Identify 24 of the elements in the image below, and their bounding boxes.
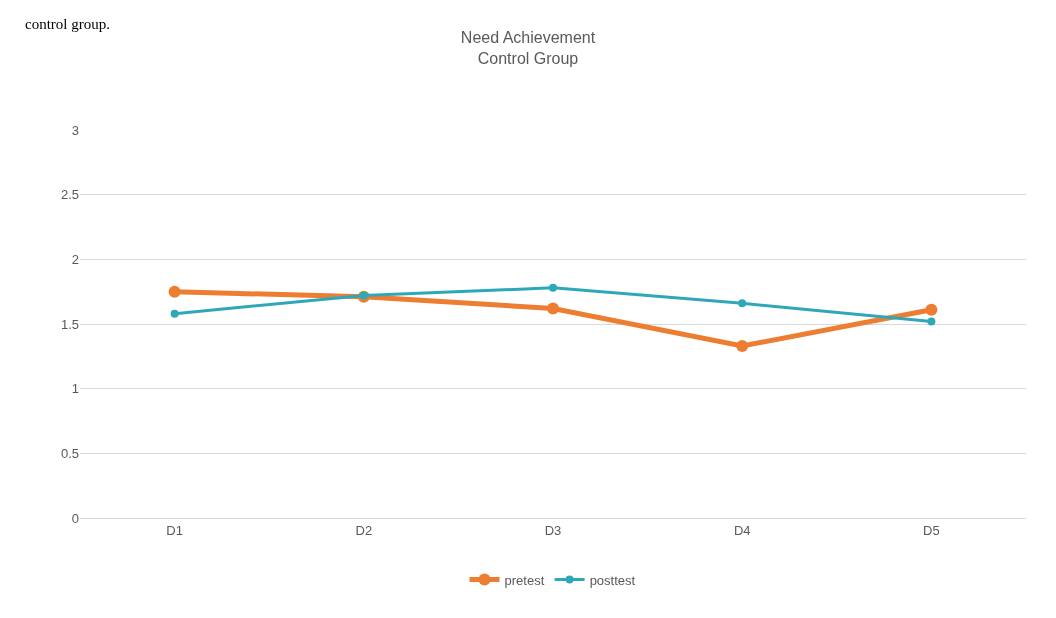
- x-tick-label: D5: [923, 522, 940, 538]
- point: [170, 309, 179, 318]
- legend-label: pretest: [504, 572, 545, 588]
- x-tick-label: D4: [733, 522, 751, 538]
- y-tick-label: 1.5: [60, 316, 79, 332]
- point: [547, 302, 559, 315]
- y-tick-label: 1: [71, 381, 79, 397]
- point: [927, 317, 936, 326]
- y-tick-label: 2.5: [60, 187, 79, 203]
- point: [925, 303, 938, 316]
- chart-title: Need Achievement Control Group: [460, 29, 596, 68]
- y-tick-label: 0.5: [60, 445, 79, 461]
- y-tick-label: 0: [71, 510, 79, 526]
- x-tick-label: D2: [355, 522, 373, 538]
- point: [549, 283, 557, 292]
- point: [736, 339, 749, 352]
- text: control group.: [25, 16, 110, 32]
- legend-label: posttest: [589, 572, 636, 588]
- point: [168, 285, 181, 298]
- point: [738, 299, 747, 308]
- x-tick-label: D3: [544, 522, 562, 538]
- y-tick-label: 2: [71, 251, 79, 267]
- y-tick-label: 3: [71, 122, 79, 138]
- x-tick-label: D1: [166, 522, 183, 538]
